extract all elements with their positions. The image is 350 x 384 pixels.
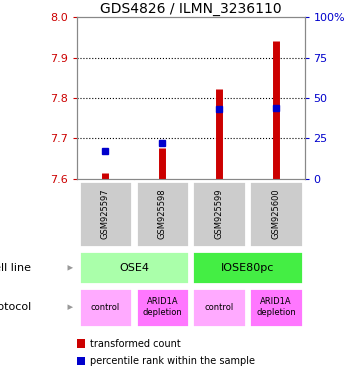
Text: control: control — [204, 303, 234, 312]
Bar — [193, 288, 246, 327]
Bar — [135, 181, 189, 247]
Bar — [193, 181, 246, 247]
Text: ARID1A
depletion: ARID1A depletion — [256, 298, 296, 317]
Text: OSE4: OSE4 — [119, 263, 149, 273]
Bar — [79, 252, 189, 284]
Text: protocol: protocol — [0, 302, 32, 312]
Text: GSM925597: GSM925597 — [101, 189, 110, 239]
Text: control: control — [91, 303, 120, 312]
Bar — [79, 181, 132, 247]
Text: percentile rank within the sample: percentile rank within the sample — [90, 356, 255, 366]
Text: IOSE80pc: IOSE80pc — [221, 263, 274, 273]
Bar — [79, 288, 132, 327]
Text: GSM925598: GSM925598 — [158, 189, 167, 239]
Text: ARID1A
depletion: ARID1A depletion — [142, 298, 182, 317]
Text: cell line: cell line — [0, 263, 32, 273]
Bar — [249, 181, 303, 247]
Title: GDS4826 / ILMN_3236110: GDS4826 / ILMN_3236110 — [100, 2, 281, 16]
Bar — [135, 288, 189, 327]
Text: GSM925600: GSM925600 — [272, 189, 281, 239]
Bar — [249, 288, 303, 327]
Bar — [193, 252, 303, 284]
Text: transformed count: transformed count — [90, 339, 181, 349]
Text: GSM925599: GSM925599 — [215, 189, 224, 239]
